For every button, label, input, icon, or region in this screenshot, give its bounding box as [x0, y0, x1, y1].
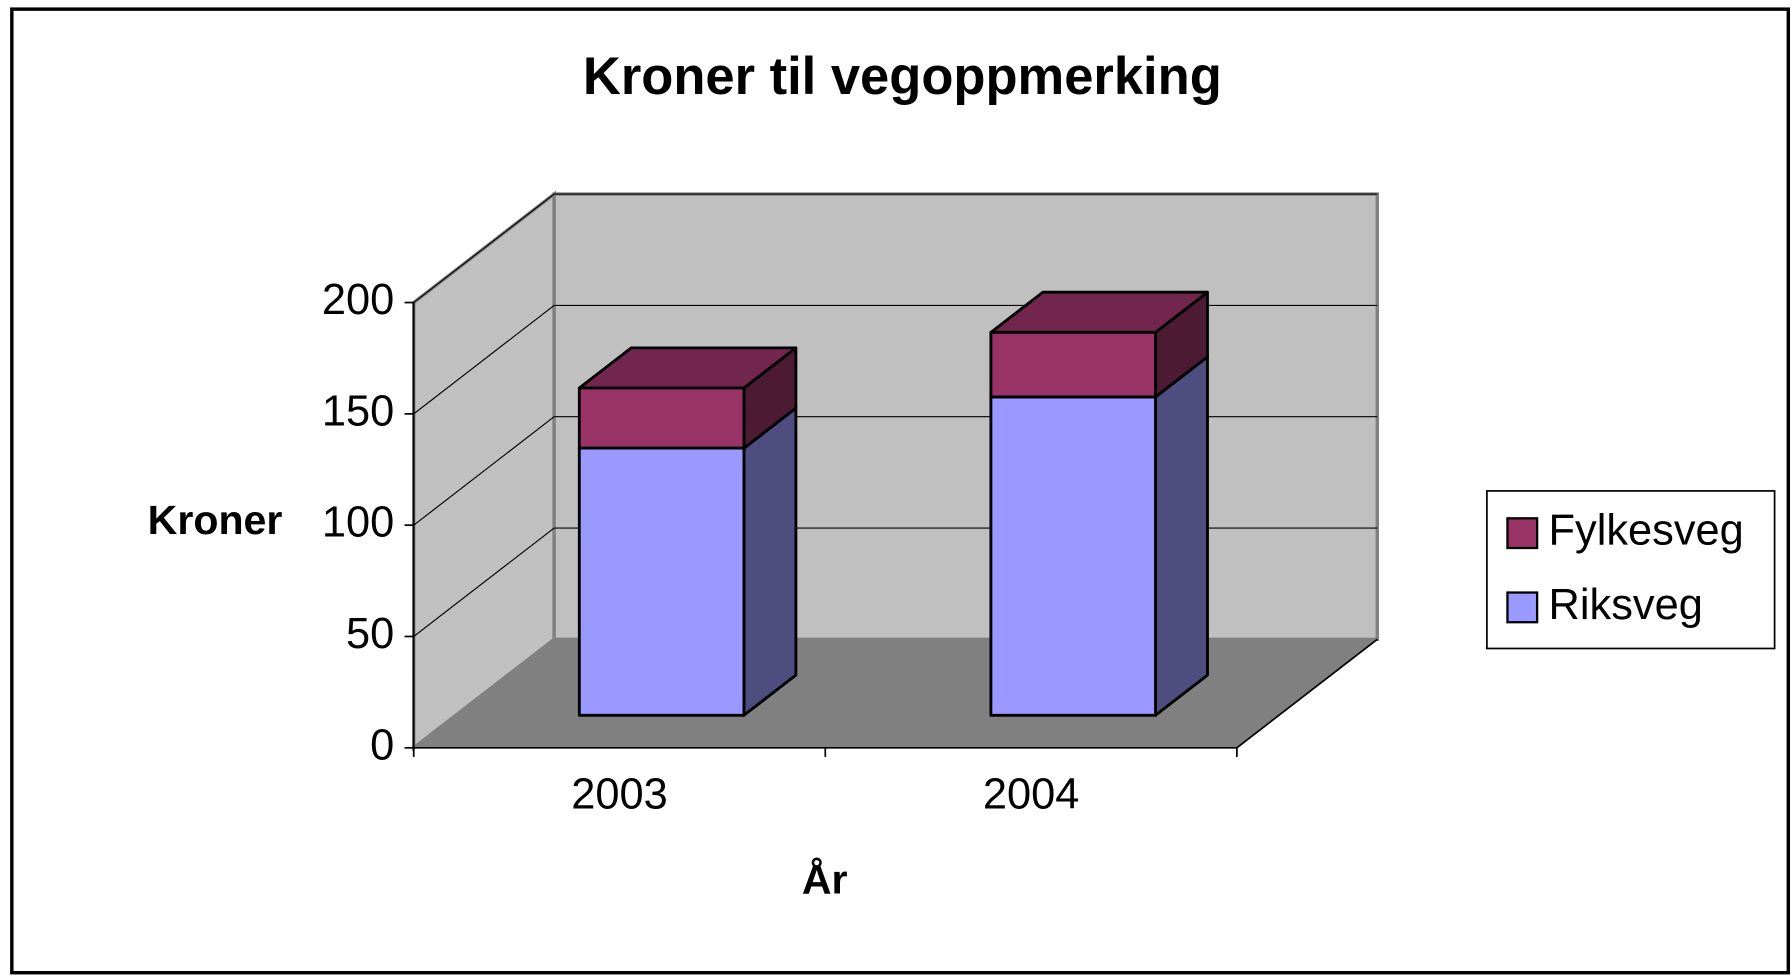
legend-label: Riksveg [1549, 581, 1703, 629]
legend-label: Fylkesveg [1549, 507, 1744, 555]
y-tick-label: 150 [322, 387, 394, 435]
legend-swatch [1506, 517, 1539, 550]
y-tick-label: 50 [346, 610, 394, 658]
bar [989, 330, 1157, 399]
legend-swatch [1506, 591, 1539, 624]
grid-line [413, 193, 555, 303]
floor [413, 639, 1378, 748]
bar [577, 386, 746, 450]
x-tick-label: 2003 [571, 770, 667, 818]
x-tick-label: 2004 [983, 770, 1080, 818]
bar [577, 446, 746, 717]
y-tick-label: 200 [322, 276, 394, 324]
x-axis-label: År [802, 856, 848, 902]
floor-edge [1236, 638, 1378, 749]
bar-side [742, 406, 798, 717]
grid-line [413, 416, 555, 526]
bar [989, 395, 1157, 717]
chart-title: Kroner til vegoppmerking [583, 47, 1222, 106]
y-axis-label: Kroner [148, 497, 283, 543]
y-tick-label: 0 [370, 721, 394, 769]
bar-side [1154, 355, 1209, 717]
grid-line [413, 304, 555, 415]
y-tick-label: 100 [322, 499, 394, 547]
grid-line [413, 527, 555, 637]
